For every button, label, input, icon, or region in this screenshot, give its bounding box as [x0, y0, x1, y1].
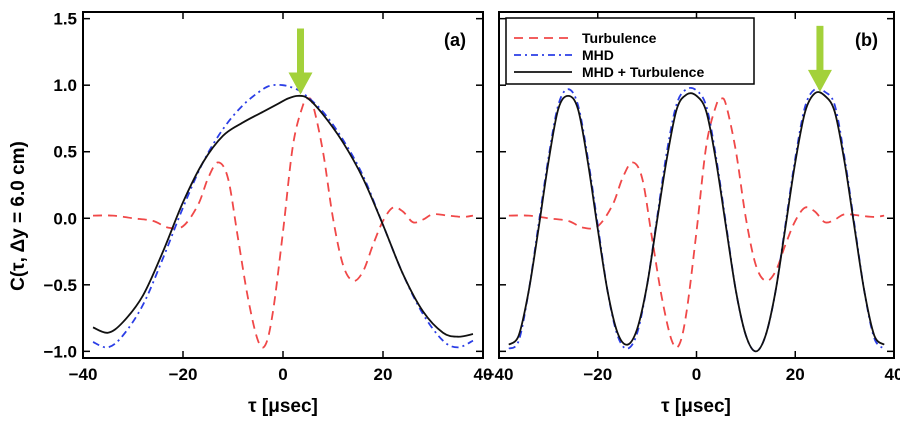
panel-b-label: (b): [855, 30, 878, 50]
panel-b-series-turbulence: [508, 97, 885, 349]
legend-label-turbulence: Turbulence: [582, 30, 657, 46]
panel-b: −40 −20 0 20 40 (b) τ [μsec] Turbulence MHD …: [485, 11, 900, 417]
legend-label-mhd: MHD: [582, 47, 614, 63]
panel-b-x-axis-label: τ [μsec]: [661, 396, 731, 417]
legend-box: [505, 17, 755, 85]
panel-a-plot-area: −40 −20 0 20 40 −1.0 −0.5 0.0 0.5 1.0 1.5: [43, 10, 492, 384]
panel-b-plot-area: −40 −20 0 20 40: [485, 12, 900, 384]
legend-label-combined: MHD + Turbulence: [582, 64, 704, 80]
panel-a-xtick-label: −20: [169, 365, 198, 384]
legend: Turbulence MHD MHD + Turbulence: [505, 17, 755, 85]
panel-a-xtick-label: −40: [69, 365, 98, 384]
panel-a-ytick-label: 0.5: [53, 143, 77, 162]
panel-b-xtick-label: 0: [692, 365, 701, 384]
panel-b-xtick-label: 40: [885, 365, 900, 384]
panel-b-series-mhd: [508, 86, 885, 353]
panel-b-xtick-label: −20: [583, 365, 612, 384]
panel-a-series-mhd: [92, 83, 474, 349]
y-axis-label: C(τ, Δy = 6.0 cm): [8, 141, 29, 291]
panel-a-series-turbulence: [92, 97, 474, 349]
panel-b-highlight-arrow: [807, 25, 832, 92]
panel-b-xtick-label: 20: [786, 365, 805, 384]
panel-a-xtick-label: 0: [278, 365, 287, 384]
panel-a-ytick-label: −0.5: [43, 276, 77, 295]
panel-a-x-axis-label: τ [μsec]: [248, 396, 318, 417]
panel-a-ytick-label: 1.0: [53, 76, 77, 95]
panel-a-xtick-label: 20: [374, 365, 393, 384]
panel-a: −40 −20 0 20 40 −1.0 −0.5 0.0 0.5 1.0 1.5 (a) τ [μ…: [43, 10, 492, 417]
panel-a-ytick-label: −1.0: [43, 342, 77, 361]
panel-a-ytick-label: 1.5: [53, 10, 77, 29]
panel-a-highlight-arrow: [288, 28, 313, 95]
panel-a-label: (a): [444, 30, 466, 50]
panel-b-series-combined: [508, 91, 885, 353]
panel-b-xtick-label: −40: [485, 365, 514, 384]
panel-a-series-combined: [92, 94, 474, 338]
panel-a-xtick-label: 40: [474, 365, 493, 384]
panel-a-ytick-label: 0.0: [53, 209, 77, 228]
